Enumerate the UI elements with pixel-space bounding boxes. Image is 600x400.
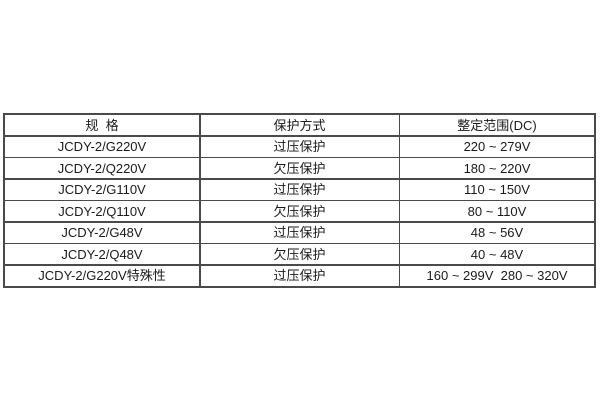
range-cell: 110 ~ 150V: [400, 179, 594, 200]
protection-cell: 欠压保护: [200, 158, 399, 178]
spec-cell: JCDY-2/G48V: [5, 222, 199, 243]
range-cell: 160 ~ 299V 280 ~ 320V: [400, 265, 594, 286]
range-cell: 80 ~ 110V: [400, 201, 594, 221]
protection-cell: 过压保护: [200, 179, 399, 200]
range-cell: 180 ~ 220V: [400, 158, 594, 178]
protection-cell: 过压保护: [200, 265, 399, 286]
header-range: 整定范围(DC): [400, 115, 594, 135]
spec-cell: JCDY-2/Q220V: [5, 158, 199, 178]
protection-cell: 欠压保护: [200, 244, 399, 264]
protection-cell: 过压保护: [200, 136, 399, 157]
protection-cell: 过压保护: [200, 222, 399, 243]
spec-cell: JCDY-2/G220V特殊性: [5, 265, 199, 286]
spec-cell: JCDY-2/Q110V: [5, 201, 199, 221]
header-protection: 保护方式: [200, 115, 399, 135]
spec-table: 规 格 保护方式 整定范围(DC) JCDY-2/G220V 过压保护 220 …: [3, 113, 596, 288]
header-spec: 规 格: [5, 115, 199, 135]
range-cell: 220 ~ 279V: [400, 136, 594, 157]
spec-cell: JCDY-2/G110V: [5, 179, 199, 200]
spec-cell: JCDY-2/G220V: [5, 136, 199, 157]
protection-cell: 欠压保护: [200, 201, 399, 221]
range-cell: 40 ~ 48V: [400, 244, 594, 264]
spec-cell: JCDY-2/Q48V: [5, 244, 199, 264]
range-cell: 48 ~ 56V: [400, 222, 594, 243]
